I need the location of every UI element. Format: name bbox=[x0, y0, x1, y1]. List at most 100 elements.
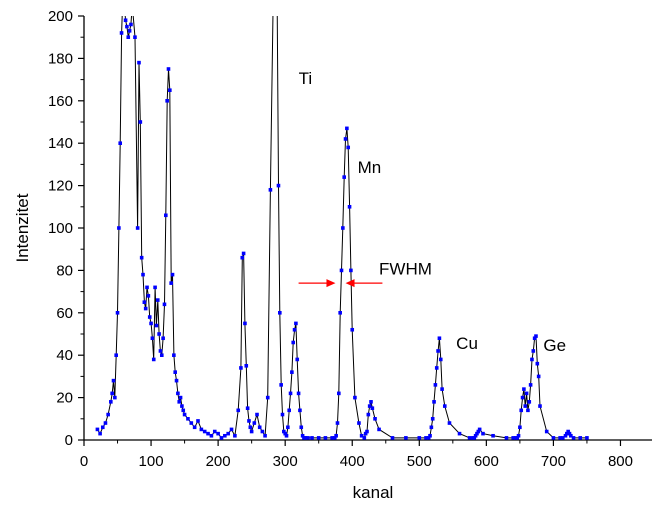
data-point bbox=[233, 433, 237, 438]
data-point bbox=[353, 395, 357, 400]
data-point bbox=[520, 395, 525, 400]
data-point bbox=[534, 334, 538, 338]
data-point bbox=[181, 408, 186, 413]
data-point bbox=[157, 332, 161, 336]
data-point bbox=[524, 391, 529, 396]
data-point bbox=[117, 226, 121, 230]
data-point bbox=[240, 255, 245, 260]
data-point bbox=[95, 427, 100, 432]
data-point bbox=[342, 175, 346, 179]
data-point bbox=[316, 436, 321, 440]
data-point bbox=[299, 425, 304, 430]
data-point bbox=[341, 226, 345, 230]
data-point bbox=[566, 429, 570, 434]
peak-label: Mn bbox=[358, 158, 382, 177]
data-point bbox=[135, 226, 140, 230]
data-point bbox=[290, 370, 294, 374]
data-point bbox=[145, 285, 149, 290]
data-point bbox=[291, 340, 296, 345]
data-point bbox=[212, 429, 217, 434]
data-point bbox=[173, 370, 177, 374]
data-point bbox=[127, 29, 132, 33]
data-point bbox=[106, 412, 110, 417]
data-point bbox=[268, 188, 273, 192]
data-point bbox=[146, 294, 151, 298]
data-point bbox=[286, 425, 290, 430]
data-point bbox=[323, 436, 328, 440]
data-point bbox=[111, 378, 116, 383]
data-point bbox=[255, 412, 259, 417]
data-point bbox=[440, 387, 444, 391]
data-point bbox=[544, 429, 549, 434]
y-tick-label: 60 bbox=[56, 305, 73, 322]
data-point bbox=[98, 431, 102, 436]
data-point bbox=[298, 408, 302, 413]
data-point bbox=[166, 67, 171, 71]
data-point bbox=[585, 436, 589, 440]
data-point bbox=[164, 213, 168, 218]
data-point bbox=[477, 427, 482, 432]
data-point bbox=[377, 427, 381, 432]
data-point bbox=[143, 306, 148, 311]
x-tick-label: 0 bbox=[80, 453, 88, 470]
data-point bbox=[436, 349, 440, 353]
data-point bbox=[142, 300, 147, 304]
data-point bbox=[551, 436, 556, 440]
data-point bbox=[125, 24, 129, 29]
data-point bbox=[180, 404, 184, 408]
x-tick-label: 700 bbox=[541, 453, 566, 470]
data-point bbox=[229, 427, 234, 432]
data-point bbox=[518, 425, 522, 430]
data-point bbox=[343, 137, 348, 141]
data-point bbox=[137, 60, 141, 65]
data-point bbox=[430, 417, 435, 421]
data-point bbox=[561, 436, 565, 440]
data-point bbox=[182, 412, 187, 417]
x-tick-label: 800 bbox=[608, 453, 633, 470]
data-point bbox=[165, 99, 169, 103]
data-point bbox=[526, 408, 530, 413]
data-point bbox=[335, 421, 340, 425]
data-point bbox=[333, 436, 337, 440]
data-point bbox=[243, 321, 247, 326]
data-point bbox=[244, 364, 249, 368]
data-point bbox=[339, 268, 344, 273]
data-point bbox=[366, 412, 371, 417]
data-point bbox=[346, 145, 351, 150]
data-point bbox=[438, 357, 443, 362]
data-point bbox=[192, 425, 197, 430]
data-point bbox=[369, 400, 373, 404]
data-point bbox=[159, 353, 164, 357]
data-point bbox=[357, 421, 361, 425]
x-axis-title: kanal bbox=[353, 483, 394, 502]
data-point bbox=[481, 431, 485, 436]
data-point bbox=[282, 429, 286, 434]
x-tick-label: 400 bbox=[340, 453, 365, 470]
data-point bbox=[241, 251, 246, 256]
data-point bbox=[515, 436, 519, 440]
data-point bbox=[109, 400, 113, 404]
x-tick-label: 300 bbox=[273, 453, 298, 470]
data-point bbox=[338, 311, 342, 315]
data-point bbox=[504, 436, 509, 440]
data-point bbox=[202, 429, 207, 434]
data-point bbox=[472, 436, 477, 440]
data-point bbox=[535, 361, 540, 366]
data-point bbox=[523, 404, 528, 408]
data-point bbox=[206, 431, 210, 436]
data-point bbox=[280, 412, 285, 417]
data-point bbox=[330, 436, 334, 440]
y-tick-label: 180 bbox=[48, 50, 73, 67]
data-point bbox=[563, 433, 568, 438]
data-point bbox=[437, 336, 442, 341]
data-point bbox=[162, 302, 167, 307]
data-point bbox=[294, 321, 298, 326]
data-point bbox=[428, 433, 432, 438]
data-point bbox=[363, 431, 368, 436]
data-point bbox=[155, 298, 160, 302]
data-point bbox=[123, 18, 128, 23]
data-point bbox=[115, 311, 120, 315]
data-point bbox=[186, 417, 190, 421]
data-point bbox=[178, 395, 183, 400]
data-point bbox=[310, 436, 314, 440]
